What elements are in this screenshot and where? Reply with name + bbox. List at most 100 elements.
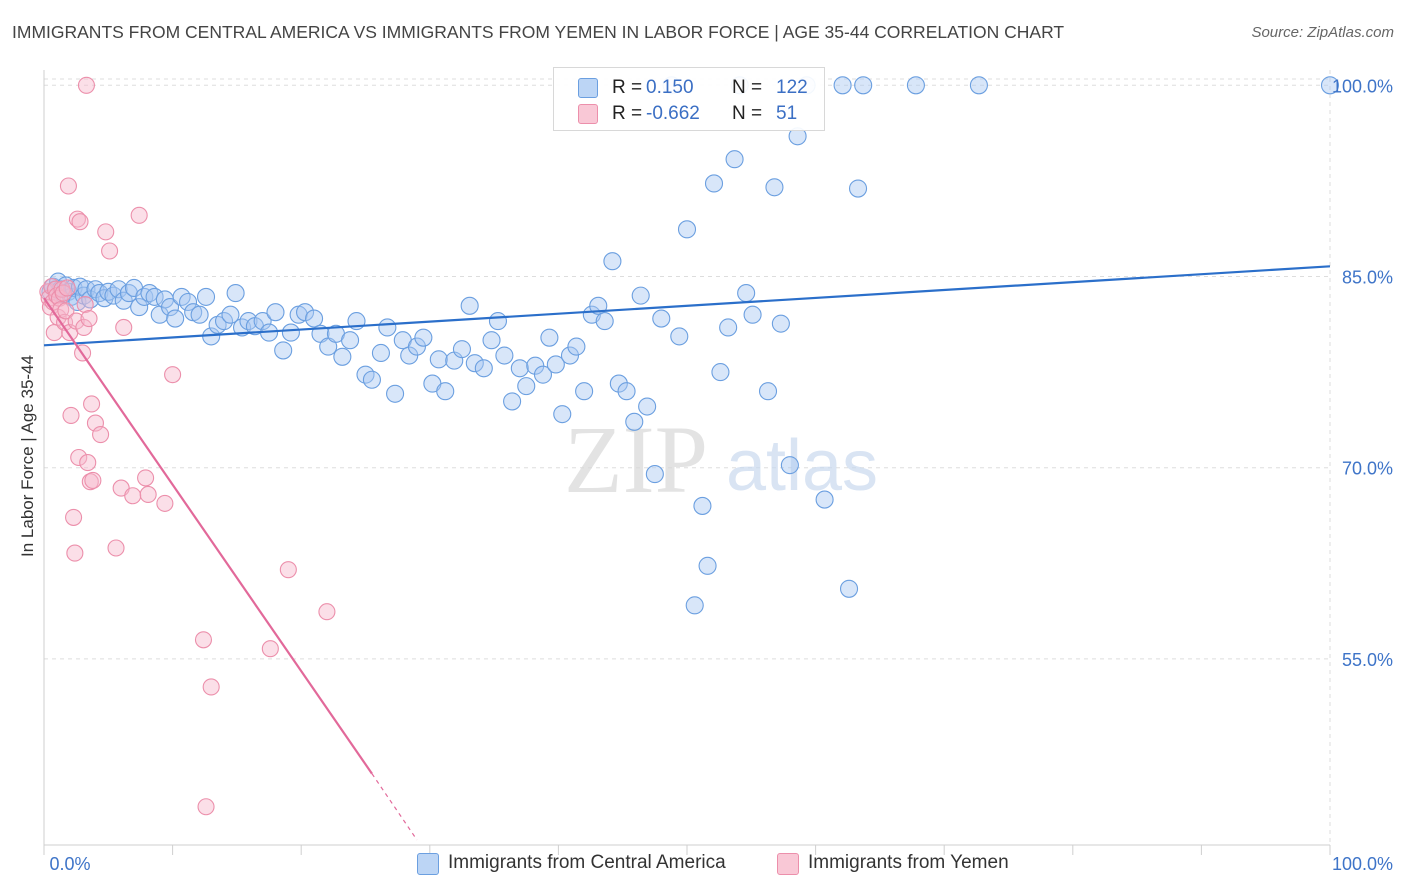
- central-america-point: [553, 405, 572, 424]
- yemen-point: [92, 426, 110, 444]
- x-tick-label: 100.0%: [1332, 854, 1393, 874]
- yemen-point: [57, 302, 75, 320]
- blue-swatch: [578, 78, 598, 98]
- yemen-point: [194, 631, 213, 649]
- central-america-point: [160, 298, 180, 317]
- watermark-atlas: atlas: [726, 426, 878, 506]
- yemen-point: [197, 798, 215, 816]
- central-america-point: [362, 370, 381, 389]
- central-america-point: [482, 331, 501, 350]
- central-america-point: [652, 309, 671, 328]
- yemen-point: [59, 177, 77, 195]
- central-america-point: [178, 292, 198, 312]
- central-america-point: [495, 346, 514, 365]
- central-america-point: [465, 354, 484, 373]
- x-tick-label: 0.0%: [49, 854, 90, 874]
- r-label: R =: [612, 103, 643, 124]
- central-america-point: [1320, 76, 1340, 95]
- yemen-point: [77, 76, 95, 94]
- yemen-point: [66, 544, 84, 562]
- stats-box: R = 0.150 N = 122 R = -0.662 N = 51: [553, 67, 825, 131]
- central-america-point: [452, 340, 472, 359]
- yemen-point: [71, 213, 89, 231]
- central-america-point: [839, 579, 859, 598]
- central-america-point: [305, 309, 324, 328]
- n-value: 122: [776, 77, 808, 98]
- central-america-point: [765, 178, 784, 197]
- yemen-point: [156, 494, 174, 512]
- central-america-point: [296, 303, 315, 322]
- central-america-point: [281, 323, 300, 342]
- central-america-point: [546, 355, 565, 374]
- central-america-point: [414, 328, 433, 347]
- central-america-point: [625, 412, 644, 431]
- central-america-point: [540, 328, 559, 347]
- central-america-point: [771, 314, 790, 333]
- central-america-point: [693, 496, 712, 515]
- central-america-point: [341, 331, 360, 350]
- watermark-zip: ZIP: [564, 406, 708, 513]
- central-america-point: [232, 318, 252, 337]
- central-america-point: [221, 305, 240, 324]
- trend-layer: [43, 265, 1331, 841]
- yemen-point: [70, 448, 88, 467]
- n-value: 51: [776, 103, 798, 124]
- yemen-point: [137, 469, 155, 487]
- central-america-point: [190, 305, 209, 324]
- central-america-point: [378, 318, 397, 337]
- n-label: N =: [732, 103, 763, 124]
- central-america-point: [758, 382, 778, 401]
- central-america-point: [119, 284, 138, 303]
- central-america-point: [617, 382, 636, 401]
- central-america-point: [488, 312, 508, 331]
- central-america-point: [503, 392, 522, 411]
- central-america-point: [145, 287, 164, 306]
- central-america-point: [854, 76, 873, 95]
- axis-layer: [43, 70, 1331, 855]
- yemen-point: [164, 366, 182, 384]
- central-america-point: [645, 465, 664, 484]
- central-america-point: [969, 76, 988, 95]
- tick-labels: 55.0% 70.0% 85.0% 100.0% 0.0% 100.0%: [49, 76, 1393, 874]
- points-layer: [39, 76, 1340, 816]
- central-america-point: [510, 359, 529, 378]
- central-america-point: [130, 298, 149, 317]
- central-america-point: [833, 76, 852, 95]
- yemen-point: [79, 454, 97, 472]
- central-america-point: [719, 318, 738, 337]
- source-credit: Source: ZipAtlas.com: [1251, 24, 1394, 41]
- y-axis-label: In Labor Force | Age 35-44: [18, 355, 37, 557]
- central-america-point: [698, 556, 717, 575]
- central-america-point: [575, 382, 594, 401]
- yemen-point: [101, 242, 119, 260]
- central-america-point: [711, 363, 730, 382]
- yemen-point: [58, 279, 76, 297]
- central-america-point: [906, 76, 925, 95]
- central-america-point: [560, 346, 580, 365]
- central-america-point: [436, 382, 455, 401]
- central-america-point: [533, 365, 553, 384]
- chart-title: IMMIGRANTS FROM CENTRAL AMERICA VS IMMIG…: [12, 22, 1065, 42]
- central-america-point: [603, 252, 622, 271]
- yemen-point: [318, 603, 336, 621]
- central-america-point: [848, 179, 868, 198]
- central-america-point: [474, 359, 493, 378]
- yemen-point: [75, 318, 93, 337]
- trendline-yemen-extension: [371, 773, 418, 841]
- central-america-point: [725, 150, 744, 169]
- yemen-point: [62, 406, 80, 424]
- central-america-point: [81, 290, 100, 309]
- n-label: N =: [732, 77, 763, 98]
- yemen-point: [84, 471, 102, 489]
- central-america-point: [386, 384, 405, 403]
- r-value: 0.150: [646, 77, 694, 98]
- central-america-point: [109, 280, 128, 299]
- central-america-point: [737, 284, 756, 303]
- trendline-central-america: [43, 265, 1331, 347]
- central-america-point: [196, 287, 216, 306]
- y-tick-label: 70.0%: [1342, 459, 1393, 479]
- stats-row-yemen: R = -0.662 N = 51: [554, 102, 824, 128]
- central-america-point: [90, 284, 109, 303]
- central-america-point: [214, 312, 234, 331]
- yemen-point: [202, 678, 220, 696]
